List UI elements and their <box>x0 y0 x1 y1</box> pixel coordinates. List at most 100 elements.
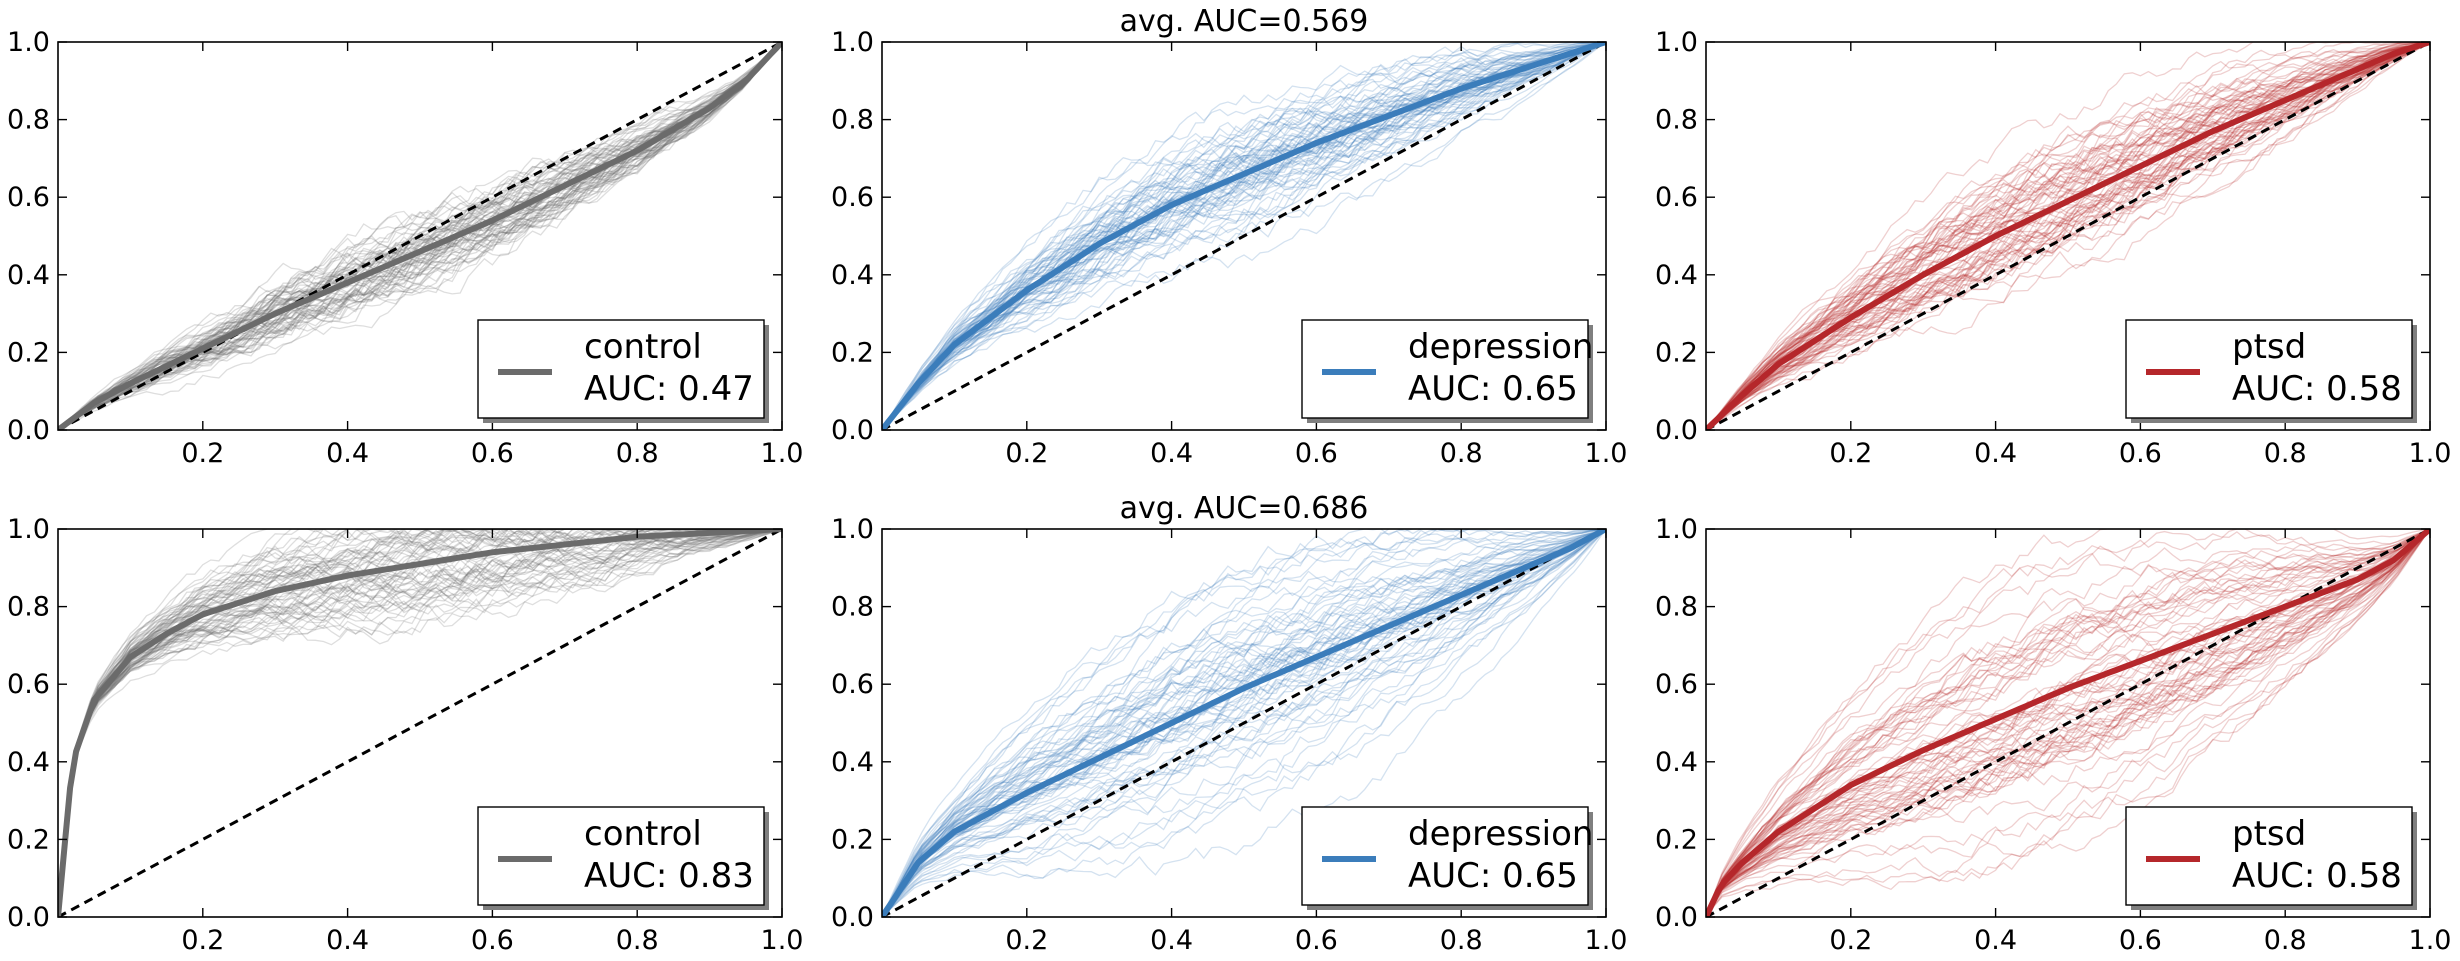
panel-0-1-bootstrap-curve <box>882 42 1606 430</box>
panel-1-0-bootstrap-curve <box>58 529 782 917</box>
panel-0-2-ytick-label: 0.8 <box>1655 105 1698 136</box>
panel-1-0-bootstrap-curve <box>58 529 782 917</box>
panel-1-0-bootstrap-curve <box>58 529 782 917</box>
panel-1-2-bootstrap-curve <box>1706 529 2430 917</box>
panel-1-0-bootstrap-curve <box>58 529 782 917</box>
panel-1-0-bootstrap-curve <box>58 529 782 917</box>
panel-0-1-bootstrap-curve <box>882 42 1606 430</box>
panel-0-1-bootstrap-curve <box>882 42 1606 430</box>
panel-0-2-bootstrap-curve <box>1706 42 2430 430</box>
panel-0-1-diagonal-reference <box>882 42 1606 430</box>
panel-1-2-mean-roc-curve <box>1706 529 2430 917</box>
panel-0-2-mean-roc-curve <box>1706 42 2430 430</box>
panel-1-0-bootstrap-curve <box>58 529 782 917</box>
panel-1-0-bootstrap-curves <box>58 529 782 917</box>
panel-0-1-mean-roc-curve <box>882 42 1606 430</box>
panel-1-0-bootstrap-curve <box>58 529 782 917</box>
panel-1-1-bootstrap-curve <box>882 529 1606 917</box>
panel-0-0-bootstrap-curve <box>58 42 782 430</box>
panel-1-1-bootstrap-curve <box>882 529 1606 917</box>
panel-1-2-xtick-label: 0.4 <box>1974 925 2017 956</box>
panel-1-0-xtick-label: 0.8 <box>616 925 659 956</box>
panel-1-1-bootstrap-curve <box>882 529 1606 917</box>
panel-0-2-bootstrap-curve <box>1706 42 2430 430</box>
panel-1-0-bootstrap-curve <box>58 529 782 917</box>
panel-0-0-mean-roc-curve <box>58 42 782 430</box>
panel-1-0-bootstrap-curve <box>58 529 782 917</box>
panel-1-2-bootstrap-curve <box>1706 529 2430 917</box>
panel-0-1-bootstrap-curve <box>882 42 1606 430</box>
panel-0-1-bootstrap-curve <box>882 42 1606 430</box>
panel-1-1-bootstrap-curve <box>882 529 1606 917</box>
panel-1-1-legend-auc: AUC: 0.65 <box>1408 856 1578 896</box>
panel-0-1-bootstrap-curve <box>882 42 1606 430</box>
panel-0-2-bootstrap-curve <box>1706 42 2430 430</box>
panel-1-2-bootstrap-curve <box>1706 529 2430 917</box>
panel-0-2-bootstrap-curve <box>1706 42 2430 430</box>
panel-1-0-ytick-label: 0.6 <box>7 669 50 700</box>
panel-0-2-bootstrap-curve <box>1706 42 2430 430</box>
panel-1-2-bootstrap-curve <box>1706 529 2430 917</box>
panel-0-2-bootstrap-curve <box>1706 42 2430 430</box>
panel-0-1-bootstrap-curve <box>882 42 1606 430</box>
panel-0-0-legend-label: control <box>584 327 702 367</box>
panel-1-0-ytick-label: 1.0 <box>7 514 50 545</box>
panel-1-1: avg. AUC=0.686 0.2 0.4 0.6 0.8 1.0 0.0 0.2 0.4 0.… <box>831 491 1627 956</box>
panel-0-1-bootstrap-curve <box>882 42 1606 430</box>
panel-0-0-bootstrap-curve <box>58 42 782 430</box>
panel-1-2-bootstrap-curve <box>1706 529 2430 917</box>
panel-1-2-bootstrap-curve <box>1706 529 2430 917</box>
panel-0-1-ytick-label: 0.6 <box>831 182 874 213</box>
panel-1-2-bootstrap-curve <box>1706 529 2430 917</box>
panel-1-2-bootstrap-curves <box>1706 529 2430 917</box>
panel-0-0: 0.2 0.4 0.6 0.8 1.0 0.0 0.2 0.4 0.6 0.8 1.0 control… <box>7 27 803 469</box>
panel-1-2-axes-frame <box>1705 528 2431 918</box>
panel-1-0-bootstrap-curve <box>58 529 782 917</box>
panel-0-2-bootstrap-curve <box>1706 42 2430 430</box>
panel-0-0-diagonal-reference <box>58 42 782 430</box>
panel-1-1-bootstrap-curve <box>882 529 1606 917</box>
panel-1-2-bootstrap-curve <box>1706 529 2430 917</box>
panel-0-2-bootstrap-curve <box>1706 42 2430 430</box>
panel-1-0-bootstrap-curve <box>58 529 782 917</box>
panel-1-0-bootstrap-curve <box>58 529 782 917</box>
panel-1-1-bootstrap-curve <box>882 529 1606 917</box>
panel-1-1-bootstrap-curve <box>882 529 1606 917</box>
panel-0-1-bootstrap-curve <box>882 42 1606 430</box>
panel-1-1-bootstrap-curve <box>882 529 1606 917</box>
panel-1-0-axes-frame <box>57 528 783 918</box>
panel-1-2-bootstrap-curve <box>1706 529 2430 917</box>
panel-1-0-bootstrap-curve <box>58 529 782 917</box>
panel-0-1-bootstrap-curve <box>882 42 1606 430</box>
panel-0-2-bootstrap-curve <box>1706 42 2430 430</box>
panel-0-1-bootstrap-curve <box>882 42 1606 430</box>
panel-0-0-bootstrap-curve <box>58 42 782 430</box>
panel-0-1-bootstrap-curve <box>882 42 1606 430</box>
panel-1-2-bootstrap-curve <box>1706 529 2430 917</box>
panel-0-2-bootstrap-curve <box>1706 42 2430 430</box>
panel-0-1-bootstrap-curve <box>882 42 1606 430</box>
panel-1-2-bootstrap-curve <box>1706 529 2430 917</box>
panel-1-1-xtick-label: 0.4 <box>1150 925 1193 956</box>
panel-1-0-bootstrap-curve <box>58 529 782 917</box>
panel-0-2-ytick-label: 0.6 <box>1655 182 1698 213</box>
panel-1-2-bootstrap-curve <box>1706 529 2430 917</box>
panel-0-1-xtick-label: 0.8 <box>1440 438 1483 469</box>
panel-1-1-bootstrap-curve <box>882 529 1606 917</box>
panel-0-1-legend-label: depression <box>1408 327 1593 367</box>
panel-0-0-ytick-label: 0.8 <box>7 105 50 136</box>
panel-1-0-bootstrap-curve <box>58 529 782 917</box>
panel-1-0-xtick-label: 1.0 <box>761 925 804 956</box>
panel-1-1-xtick-label: 0.2 <box>1005 925 1048 956</box>
panel-0-2-xtick-label: 1.0 <box>2409 438 2452 469</box>
panel-0-1-bootstrap-curve <box>882 42 1606 430</box>
panel-0-1-bootstrap-curve <box>882 42 1606 430</box>
panel-1-2-bootstrap-curve <box>1706 529 2430 917</box>
panel-0-0-xtick-label: 0.4 <box>326 438 369 469</box>
panel-0-0-bootstrap-curve <box>58 42 782 430</box>
panel-1-1-bootstrap-curve <box>882 529 1606 917</box>
panel-0-0-bootstrap-curve <box>58 42 782 430</box>
